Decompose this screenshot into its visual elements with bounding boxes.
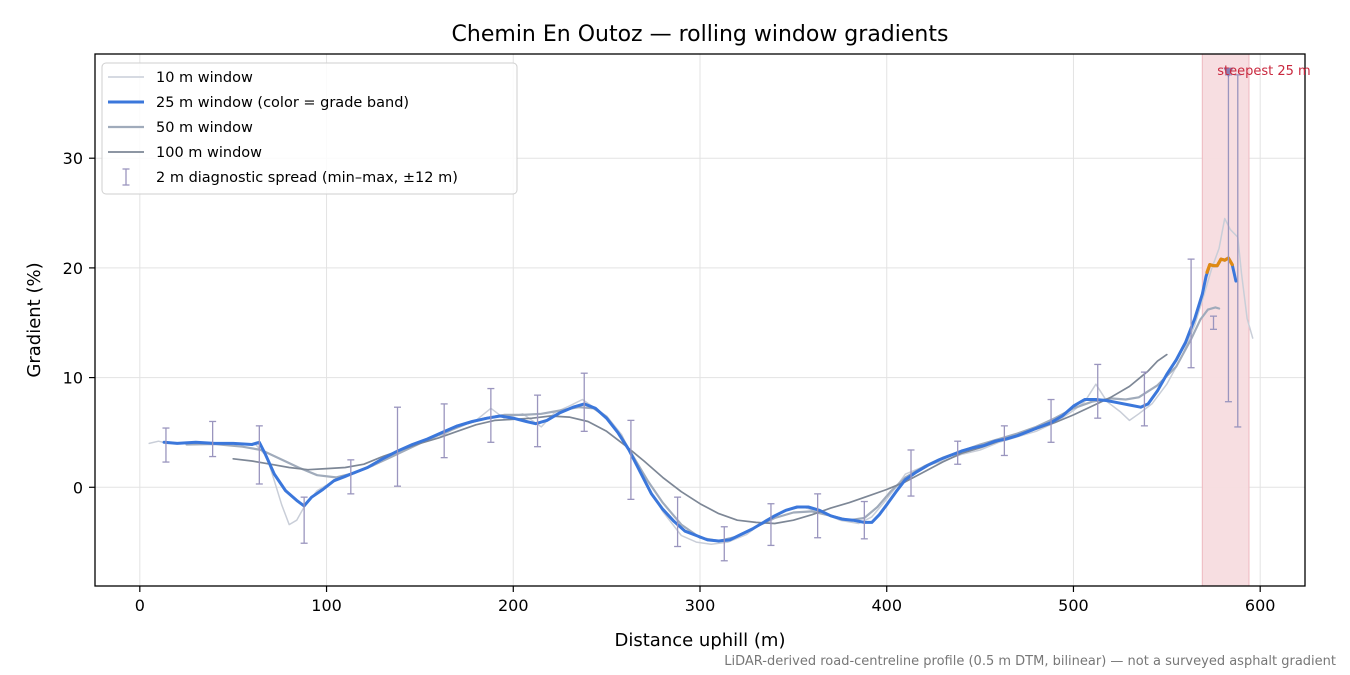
- error-bar: [954, 440, 962, 465]
- legend-label-error-bars: 2 m diagnostic spread (min–max, ±12 m): [156, 170, 458, 186]
- error-bar: [580, 372, 588, 432]
- error-bar: [1210, 315, 1218, 330]
- error-bar: [1000, 425, 1008, 457]
- error-bar: [767, 503, 775, 547]
- x-tick-label: 600: [1245, 596, 1276, 615]
- y-tick-label: 20: [63, 259, 83, 278]
- legend-label-100-m-window: 100 m window: [156, 145, 262, 161]
- error-bar: [814, 493, 822, 539]
- steepest-highlight: [1201, 54, 1250, 586]
- error-bar: [627, 419, 635, 500]
- x-tick-label: 0: [135, 596, 145, 615]
- markers: [1223, 67, 1234, 78]
- error-bar: [394, 406, 401, 487]
- y-axis-label: Gradient (%): [24, 262, 45, 377]
- steepest-band: [1202, 54, 1249, 586]
- steepest-annotation: steepest 25 m: [1217, 64, 1310, 79]
- error-bar: [1140, 371, 1148, 427]
- legend-box: [101, 62, 518, 195]
- error-bar: [860, 500, 868, 540]
- legend-label-25-m-window-color-grade-band: 25 m window (color = grade band): [156, 95, 409, 111]
- x-axis-label: Distance uphill (m): [615, 630, 786, 651]
- footnote: LiDAR-derived road-centreline profile (0…: [724, 654, 1336, 669]
- x-tick-label: 200: [498, 596, 529, 615]
- error-bar: [720, 526, 728, 562]
- steepest-marker: [1223, 67, 1234, 78]
- series-25m-steep-band-segment: [1205, 256, 1234, 274]
- chart-title: Chemin En Outoz — rolling window gradien…: [452, 22, 949, 47]
- x-tick-label: 500: [1058, 596, 1089, 615]
- error-bar: [209, 420, 217, 458]
- y-tick-label: 10: [63, 369, 83, 388]
- x-tick-label: 400: [871, 596, 902, 615]
- legend-label-10-m-window: 10 m window: [156, 70, 253, 86]
- legend: 10 m window 25 m window (color = grade ba…: [101, 62, 518, 195]
- error-bars: [162, 74, 1242, 562]
- error-bar: [907, 449, 915, 497]
- error-bar: [1047, 398, 1055, 443]
- error-bar: [534, 394, 542, 448]
- y-tick-label: 0: [73, 478, 83, 497]
- ticks: 0 100 200 300 400 500 600 0 10 20 30: [63, 149, 1276, 615]
- error-bar: [1094, 363, 1102, 419]
- error-bar: [487, 387, 495, 443]
- error-bar: [674, 496, 682, 548]
- y-tick-label: 30: [63, 149, 83, 168]
- error-bar: [347, 459, 355, 495]
- series-layer: [148, 217, 1254, 546]
- legend-label-50-m-window: 50 m window: [156, 120, 253, 136]
- error-bar: [255, 425, 263, 485]
- x-tick-label: 300: [685, 596, 716, 615]
- series-25-m-window-color-grade-band: [162, 256, 1238, 543]
- error-bar: [162, 427, 170, 463]
- x-tick-label: 100: [311, 596, 342, 615]
- error-bar: [440, 403, 448, 459]
- error-bar: [300, 496, 308, 544]
- error-bar: [1234, 74, 1242, 428]
- error-bar: [1187, 258, 1195, 369]
